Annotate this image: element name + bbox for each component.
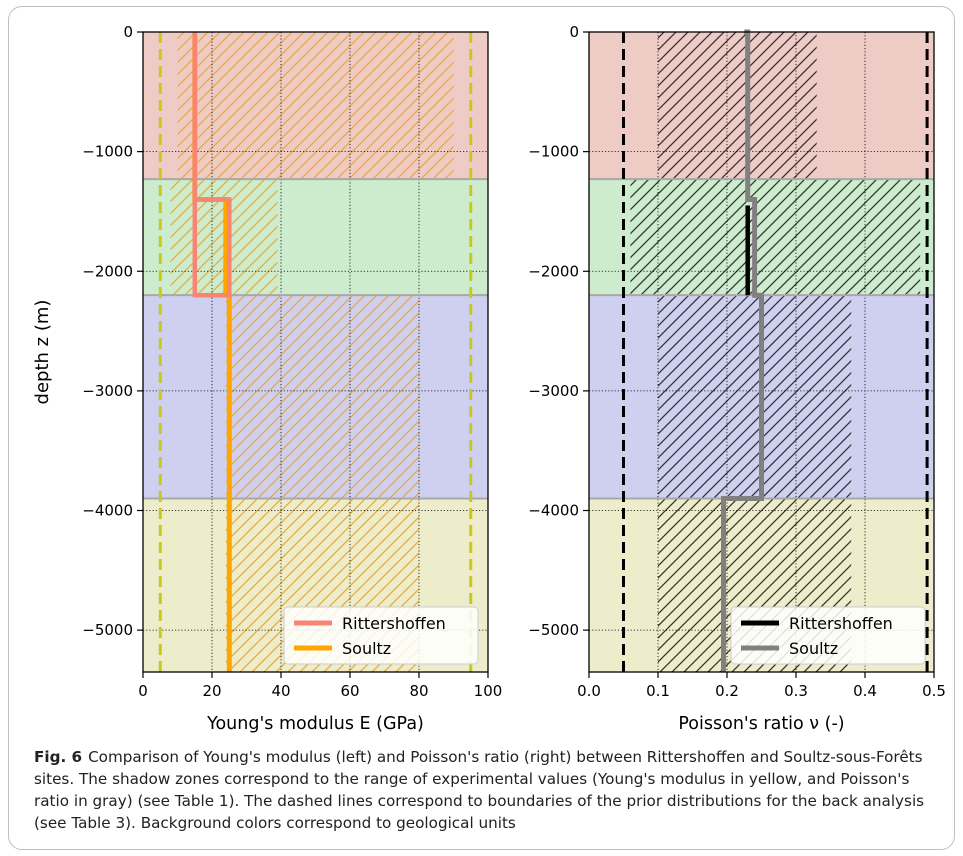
axes-frame — [588, 31, 935, 673]
y-tick-label: −2000 — [82, 262, 133, 280]
y-tick-label: −3000 — [528, 382, 579, 400]
y-tick-label: 0 — [569, 23, 579, 41]
legend-label: Soultz — [789, 639, 838, 658]
caption-label: Fig. 6 — [34, 748, 83, 766]
legend: Rittershoffen Soultz — [730, 606, 926, 665]
y-tick-label: −3000 — [82, 382, 133, 400]
figure-frame — [8, 6, 955, 850]
x-tick-label: 80 — [409, 682, 428, 700]
y-tick-label: −2000 — [528, 262, 579, 280]
x-tick-label: 0.2 — [715, 682, 739, 700]
x-axis-label: Poisson's ratio ν (-) — [678, 714, 844, 734]
x-tick-label: 20 — [202, 682, 221, 700]
x-tick-label: 0.0 — [577, 682, 601, 700]
x-axis-label: Young's modulus E (GPa) — [206, 714, 424, 734]
x-tick-label: 0.5 — [922, 682, 946, 700]
chart-panel-poisson: 0.0 0.1 0.2 0.3 0.4 0.5 0 −1000 −2000 −3000 −4000 −… — [528, 23, 946, 734]
x-tick-label: 60 — [340, 682, 359, 700]
legend-label: Soultz — [342, 639, 391, 658]
experimental-range-hatch — [225, 295, 419, 499]
legend-label: Rittershoffen — [789, 614, 893, 633]
y-tick-label: −5000 — [82, 621, 133, 639]
x-tick-label: 40 — [271, 682, 290, 700]
y-tick-label: −1000 — [82, 143, 133, 161]
y-tick-label: 0 — [123, 23, 133, 41]
chart-canvas: 0 20 40 60 80 100 0 −1000 −2000 −3000 −4000 −5000 Yo… — [32, 23, 946, 734]
y-tick-label: −1000 — [528, 143, 579, 161]
caption-text: Comparison of Young's modulus (left) and… — [34, 748, 925, 832]
experimental-range-hatch — [658, 32, 817, 180]
x-tick-label: 100 — [474, 682, 503, 700]
y-tick-label: −5000 — [528, 621, 579, 639]
axes-frame — [142, 31, 489, 673]
x-tick-label: 0 — [138, 682, 148, 700]
x-tick-label: 0.3 — [784, 682, 808, 700]
y-axis-label: depth z (m) — [32, 300, 53, 405]
x-tick-label: 0.4 — [853, 682, 877, 700]
series-line-rittershoffen — [192, 32, 232, 298]
experimental-range-hatch — [658, 295, 852, 499]
experimental-range-hatch — [630, 179, 921, 296]
figure-caption: Fig. 6 Comparison of Young's modulus (lef… — [34, 746, 946, 834]
legend: Rittershoffen Soultz — [283, 606, 479, 665]
legend-box — [283, 606, 479, 665]
legend-box — [730, 606, 926, 665]
series-line-soultz — [721, 29, 764, 672]
y-tick-label: −4000 — [528, 502, 579, 520]
chart-panel-youngs: 0 20 40 60 80 100 0 −1000 −2000 −3000 −4000 −5000 Yo… — [32, 23, 502, 734]
legend-label: Rittershoffen — [342, 614, 446, 633]
y-tick-label: −4000 — [82, 502, 133, 520]
x-tick-label: 0.1 — [646, 682, 670, 700]
experimental-range-hatch — [177, 32, 454, 180]
